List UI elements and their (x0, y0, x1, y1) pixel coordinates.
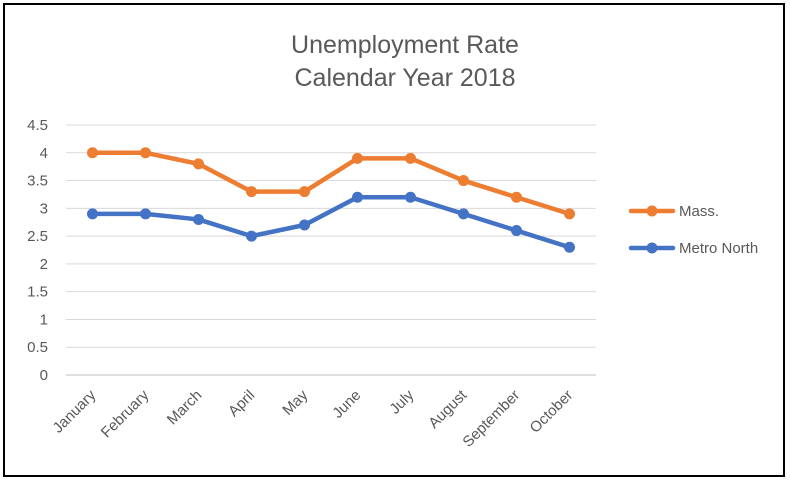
data-point-mass (140, 147, 151, 159)
x-tick-label: February (98, 386, 153, 441)
data-point-mass (352, 152, 363, 164)
y-tick-label: 4 (40, 145, 48, 162)
data-point-mass (564, 208, 575, 220)
y-tick-label: 0 (40, 367, 48, 384)
legend-swatch-marker (646, 242, 658, 254)
gridlines (66, 124, 596, 376)
x-tick-label: August (425, 386, 471, 432)
data-point-metro-north (405, 191, 416, 203)
data-point-mass (87, 147, 98, 159)
x-tick-label: July (386, 386, 417, 417)
data-point-mass (511, 191, 522, 203)
x-tick-label: October (527, 387, 577, 437)
series-metro-north (87, 191, 575, 253)
data-point-metro-north (246, 230, 257, 242)
data-point-mass (193, 158, 204, 170)
data-point-metro-north (87, 208, 98, 220)
x-tick-label: September (459, 387, 523, 451)
series-line-mass (90, 150, 572, 217)
series-mass (87, 147, 575, 220)
data-point-metro-north (193, 213, 204, 225)
legend-item-metro-north: Metro North (628, 240, 758, 257)
legend-label: Mass. (679, 203, 719, 220)
data-point-mass (299, 186, 310, 198)
data-point-metro-north (299, 219, 310, 231)
y-tick-label: 4.5 (27, 117, 48, 134)
y-tick-label: 1 (40, 311, 48, 328)
chart-frame (3, 3, 785, 477)
y-tick-label: 3 (40, 200, 48, 217)
chart-title-line-2: Calendar Year 2018 (294, 64, 515, 92)
y-tick-label: 0.5 (27, 339, 48, 356)
data-point-metro-north (352, 191, 363, 203)
y-axis-tick-labels: 0 0.5 1 1.5 2 2.5 3 3.5 4 4.5 (27, 117, 48, 384)
y-tick-label: 3.5 (27, 173, 48, 190)
legend: Mass. Metro North (628, 203, 758, 257)
series-layer (87, 147, 575, 253)
data-point-metro-north (564, 241, 575, 253)
data-point-mass (458, 175, 469, 187)
data-point-metro-north (458, 208, 469, 220)
data-point-metro-north (511, 225, 522, 237)
data-point-mass (246, 186, 257, 198)
series-line-metro-north (90, 194, 572, 250)
y-tick-label: 2.5 (27, 228, 48, 245)
y-tick-label: 1.5 (27, 284, 48, 301)
x-tick-label: May (279, 386, 311, 418)
chart-title-line-1: Unemployment Rate (291, 31, 519, 59)
x-tick-label: January (50, 386, 100, 436)
legend-swatch-marker (646, 205, 658, 217)
x-tick-label: March (164, 387, 205, 428)
data-point-mass (405, 152, 416, 164)
x-tick-label: April (225, 387, 258, 420)
legend-label: Metro North (679, 240, 758, 257)
legend-item-mass: Mass. (628, 203, 719, 220)
data-point-metro-north (140, 208, 151, 220)
x-tick-label: June (329, 387, 364, 422)
y-tick-label: 2 (40, 256, 48, 273)
